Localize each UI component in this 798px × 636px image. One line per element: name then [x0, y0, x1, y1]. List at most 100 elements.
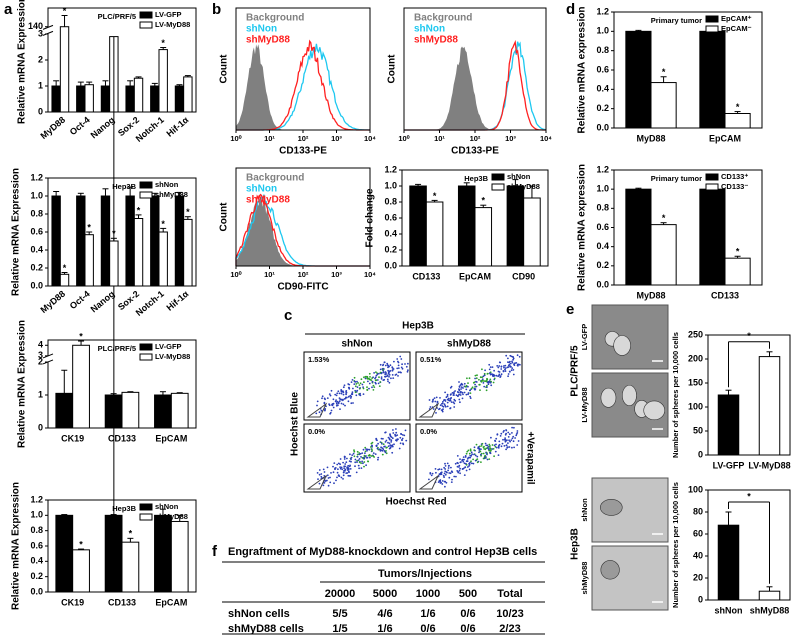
- dot: [317, 478, 319, 480]
- bar: [100, 85, 111, 113]
- dot-plot-frame: [303, 423, 411, 493]
- dot: [511, 437, 514, 440]
- error-bar: [86, 231, 93, 235]
- dot: [355, 394, 358, 397]
- panel-title: Hep3B: [402, 321, 434, 332]
- dot: [444, 391, 446, 394]
- bar: [59, 273, 70, 287]
- bar: [51, 195, 61, 287]
- bar: [158, 49, 168, 113]
- y-tick-label: 0: [38, 106, 43, 116]
- gate: [306, 402, 328, 418]
- error-bar: [86, 81, 93, 85]
- dot: [367, 380, 369, 383]
- error-bar: [160, 227, 167, 232]
- dot: [506, 439, 508, 442]
- dot: [488, 380, 491, 382]
- dot: [374, 381, 377, 384]
- dot: [347, 464, 350, 467]
- error-bar: [102, 188, 109, 196]
- dot: [359, 394, 362, 397]
- dot: [320, 473, 323, 475]
- bar: [158, 231, 168, 287]
- legend-label: CD133⁻: [721, 182, 748, 191]
- dot: [337, 468, 339, 471]
- dot: [371, 380, 374, 383]
- dot: [476, 455, 479, 458]
- y-tick-label: 100: [688, 484, 703, 494]
- dot: [499, 375, 502, 377]
- dot: [474, 374, 477, 377]
- dot: [456, 455, 459, 457]
- dot: [463, 382, 466, 385]
- dot: [493, 369, 495, 372]
- dot: [503, 445, 506, 447]
- dot: [351, 379, 354, 381]
- dot: [387, 380, 389, 383]
- significance-mark: *: [747, 491, 751, 501]
- error-bar: [635, 29, 642, 32]
- legend-swatch: [139, 513, 153, 521]
- legend-label: shNon: [155, 502, 179, 511]
- dot: [500, 373, 503, 376]
- dot: [326, 474, 329, 477]
- dot: [469, 449, 472, 452]
- dot: [433, 397, 436, 399]
- dot: [478, 451, 480, 454]
- dot: [467, 393, 469, 396]
- dot: [346, 466, 348, 469]
- dot: [482, 452, 485, 455]
- dot: [467, 449, 470, 452]
- dot: [375, 379, 378, 382]
- dot: [381, 453, 384, 456]
- dot: [371, 386, 373, 389]
- dot: [390, 377, 392, 380]
- dot: [352, 387, 354, 390]
- dot: [463, 474, 466, 476]
- dot: [445, 396, 448, 399]
- error-bar: [159, 508, 166, 516]
- dot: [397, 367, 400, 369]
- dot: [450, 401, 453, 403]
- x-tick-label: Nanog: [89, 115, 117, 141]
- axis-break-gap: [44, 27, 52, 34]
- error-bar: [184, 75, 191, 77]
- dot: [483, 374, 486, 377]
- dot: [388, 365, 390, 368]
- dot: [342, 461, 344, 464]
- legend-swatch: [705, 25, 719, 33]
- dot: [461, 383, 464, 386]
- axis-break: [42, 30, 54, 36]
- dot: [511, 355, 514, 358]
- dot: [372, 384, 375, 387]
- dot: [486, 458, 489, 461]
- x-tick-label: CK19: [61, 433, 84, 443]
- dot: [517, 440, 520, 442]
- x-tick-label: LV-MyD88: [748, 460, 790, 470]
- y-tick-label: 0.4: [30, 244, 43, 254]
- dot: [484, 442, 487, 445]
- sphere: [613, 335, 631, 356]
- dot: [401, 439, 403, 441]
- panel-label: a: [4, 1, 13, 18]
- error-bar: [135, 214, 142, 219]
- y-tick-label: 150: [688, 377, 703, 387]
- dot: [506, 446, 509, 449]
- dot: [462, 387, 464, 389]
- dot: [459, 472, 461, 475]
- column-label: shNon: [341, 339, 372, 350]
- dot: [386, 375, 388, 378]
- dot: [396, 367, 399, 370]
- dot: [334, 467, 337, 469]
- x-tick-label: Nanog: [89, 289, 117, 315]
- dot: [393, 443, 395, 446]
- dot: [512, 440, 515, 443]
- table-cell: 1/5: [332, 623, 347, 635]
- dot: [496, 433, 499, 436]
- dot: [344, 404, 346, 407]
- dot: [442, 408, 444, 411]
- bar: [121, 391, 140, 429]
- dot: [347, 468, 350, 471]
- dot: [379, 371, 382, 374]
- dot: [341, 468, 344, 471]
